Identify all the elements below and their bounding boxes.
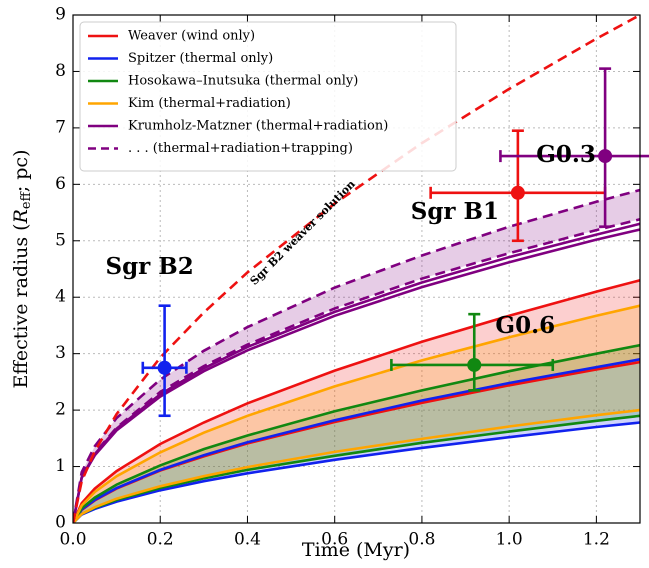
x-tick-label: 0.4: [234, 530, 261, 550]
curve-label: Sgr B2 weaver solution: [248, 178, 358, 288]
y-tick-label: 1: [55, 456, 66, 476]
y-tick-label: 2: [55, 400, 66, 420]
point-label: G0.3: [536, 141, 596, 168]
y-label-part: Effective radius (: [10, 223, 32, 388]
y-tick-label: 8: [55, 61, 66, 81]
data-point: [598, 149, 613, 164]
x-tick-label: 1.0: [496, 530, 523, 550]
y-axis-label: Effective radius (Reff; pc): [10, 150, 34, 389]
model-line: [73, 304, 640, 523]
y-tick-label: 4: [55, 287, 66, 307]
y-label-sub: eff: [19, 190, 34, 209]
legend: Weaver (wind only) Spitzer (thermal only)…: [79, 21, 457, 172]
x-tick-label: 0.0: [59, 530, 86, 550]
data-point: [157, 360, 172, 375]
plot-area: [73, 15, 640, 523]
y-tick-label: 9: [55, 5, 66, 25]
band-fill: [73, 190, 640, 523]
model-line: [73, 279, 640, 523]
model-line: [73, 408, 640, 523]
legend-label: . . . (thermal+radiation+trapping): [128, 141, 353, 156]
x-tick-label: 0.2: [147, 530, 174, 550]
solution-line: [73, 15, 640, 523]
legend-label: Hosokawa–Inutsuka (thermal only): [128, 74, 358, 89]
data-point: [467, 357, 482, 372]
x-tick-label: 0.6: [321, 530, 348, 550]
y-tick-label: 6: [55, 174, 66, 194]
x-axis-label: Time (Myr): [302, 539, 410, 561]
x-tick-label: 0.8: [408, 530, 435, 550]
legend-label: Spitzer (thermal only): [128, 51, 273, 66]
legend-label: Weaver (wind only): [128, 29, 255, 44]
y-tick-label: 7: [55, 117, 66, 137]
y-label-part: ; pc): [10, 150, 32, 193]
y-label-symbol: R: [10, 209, 32, 224]
y-tick-label: 3: [55, 343, 66, 363]
x-tick-label: 1.2: [583, 530, 610, 550]
band-fill: [73, 345, 640, 523]
y-tick-label: 0: [55, 513, 66, 533]
point-label: Sgr B2: [105, 253, 193, 280]
model-line: [73, 358, 640, 523]
band-fill: [73, 359, 640, 523]
legend-label: Kim (thermal+radiation): [128, 96, 291, 111]
point-label: G0.6: [495, 312, 555, 339]
legend-box: [79, 21, 457, 172]
y-tick-label: 5: [55, 230, 66, 250]
point-label: Sgr B1: [411, 198, 499, 225]
model-line: [73, 343, 640, 523]
plot-frame: [72, 14, 641, 524]
legend-label: Krumholz-Matzner (thermal+radiation): [128, 119, 388, 134]
data-point: [510, 185, 525, 200]
